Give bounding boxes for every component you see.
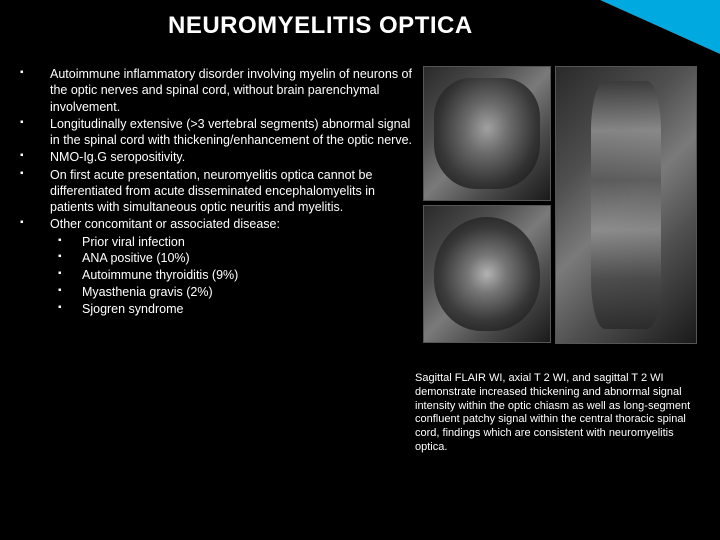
main-bullet-list: Autoimmune inflammatory disorder involvi… bbox=[18, 66, 413, 318]
sub-bullet-item: ANA positive (10%) bbox=[50, 250, 413, 267]
mri-axial bbox=[423, 205, 551, 343]
sub-bullet-item: Autoimmune thyroiditis (9%) bbox=[50, 267, 413, 284]
sub-bullet-list: Prior viral infection ANA positive (10%)… bbox=[50, 234, 413, 318]
bullet-item-label: Other concomitant or associated disease: bbox=[50, 217, 280, 231]
slide-title: NEUROMYELITIS OPTICA bbox=[168, 12, 473, 40]
mri-spine-sagittal bbox=[555, 66, 697, 344]
bullet-item: On first acute presentation, neuromyelit… bbox=[18, 167, 413, 216]
image-row bbox=[423, 66, 698, 344]
sub-bullet-item: Myasthenia gravis (2%) bbox=[50, 284, 413, 301]
slide-content: Autoimmune inflammatory disorder involvi… bbox=[0, 54, 720, 344]
slide-header: NEUROMYELITIS OPTICA bbox=[0, 0, 720, 54]
image-column bbox=[423, 66, 698, 344]
sub-bullet-item: Sjogren syndrome bbox=[50, 301, 413, 318]
image-caption: Sagittal FLAIR WI, axial T 2 WI, and sag… bbox=[415, 372, 705, 455]
sub-bullet-item: Prior viral infection bbox=[50, 234, 413, 251]
bullet-item: Other concomitant or associated disease:… bbox=[18, 216, 413, 318]
bullet-item: NMO-Ig.G seropositivity. bbox=[18, 149, 413, 165]
text-column: Autoimmune inflammatory disorder involvi… bbox=[18, 66, 413, 344]
bullet-item: Longitudinally extensive (>3 vertebral s… bbox=[18, 116, 413, 149]
mri-brain-sagittal bbox=[423, 66, 551, 201]
bullet-item: Autoimmune inflammatory disorder involvi… bbox=[18, 66, 413, 115]
accent-triangle bbox=[600, 0, 720, 54]
